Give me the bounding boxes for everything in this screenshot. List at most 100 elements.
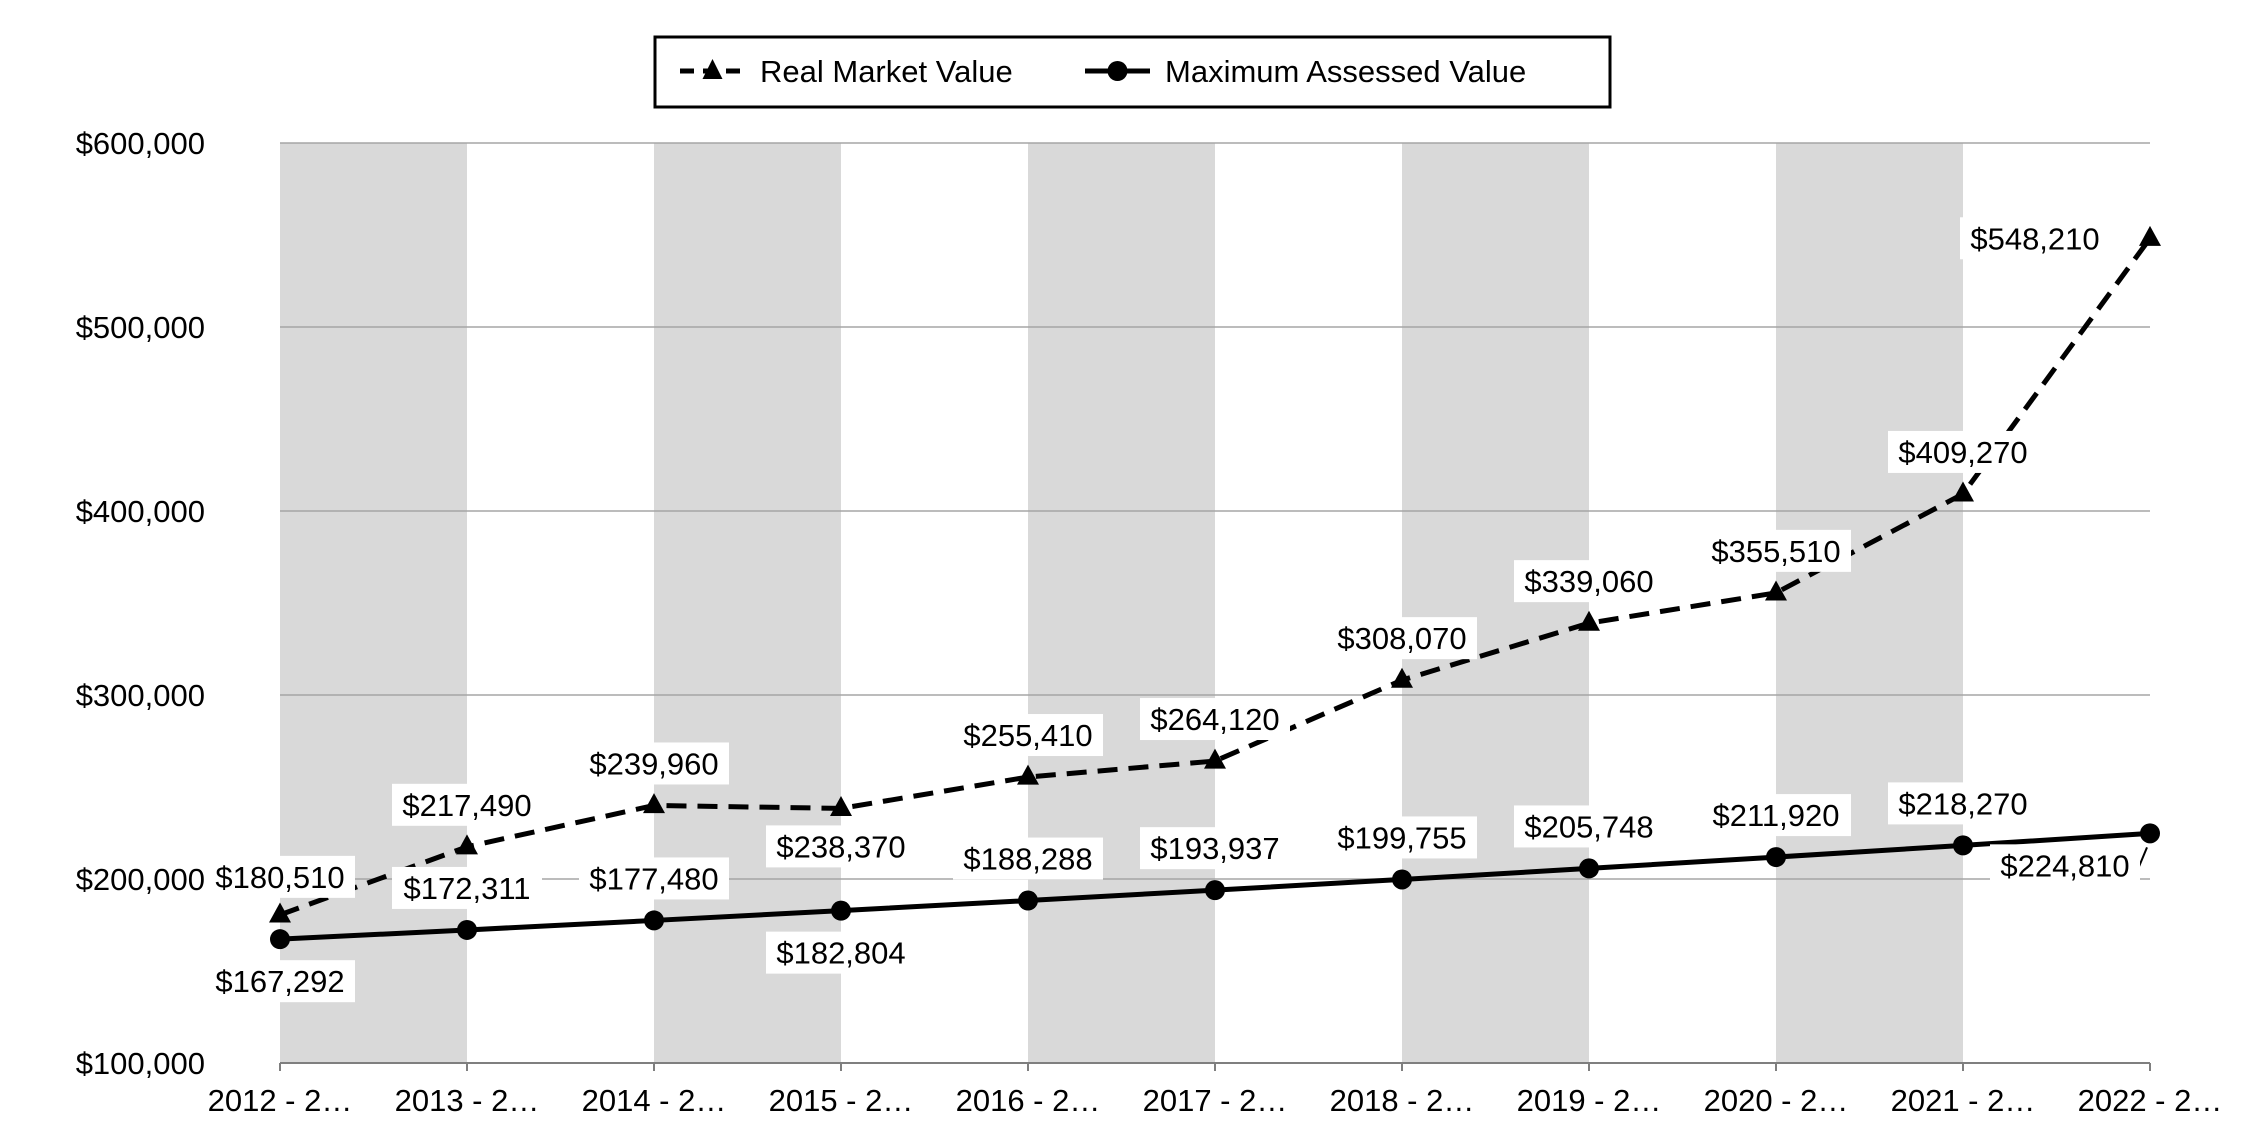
data-label-bg xyxy=(1327,816,1477,859)
data-label: $255,410 xyxy=(963,718,1092,753)
x-tick-label: 2016 - 2… xyxy=(956,1083,1101,1118)
x-tick-label: 2017 - 2… xyxy=(1143,1083,1288,1118)
data-label-bg xyxy=(579,857,729,900)
data-labels: $180,510 $217,490 $239,960 $238,370 $255,410… xyxy=(205,217,2148,1003)
marker-triangle xyxy=(269,902,291,923)
data-label-bg xyxy=(766,825,916,868)
marker-circle xyxy=(1953,835,1973,856)
data-label-bg xyxy=(205,960,355,1003)
legend-label: Real Market Value xyxy=(760,54,1013,89)
data-label-bg xyxy=(579,742,729,785)
data-label-bg xyxy=(1514,805,1664,848)
legend-triangle-icon xyxy=(702,59,723,79)
data-label: $264,120 xyxy=(1150,702,1279,737)
y-tick-label: $600,000 xyxy=(76,126,205,161)
marker-circle xyxy=(270,929,290,950)
marker-triangle xyxy=(1017,764,1039,785)
data-label: $193,937 xyxy=(1150,831,1279,866)
band-6 xyxy=(1402,143,1589,1063)
marker-circle xyxy=(1579,858,1599,879)
data-label-bg xyxy=(766,931,916,974)
y-tick-label: $500,000 xyxy=(76,310,205,345)
y-tick-label: $300,000 xyxy=(76,678,205,713)
data-label: $167,292 xyxy=(215,964,344,999)
data-label: $238,370 xyxy=(776,829,905,864)
x-tick-label: 2018 - 2… xyxy=(1330,1083,1475,1118)
data-label-bg xyxy=(1888,430,2038,473)
y-tick-label: $100,000 xyxy=(76,1046,205,1081)
marker-circle xyxy=(2140,823,2160,844)
data-label: $218,270 xyxy=(1898,786,2027,821)
band-0 xyxy=(280,143,467,1063)
data-label: $217,490 xyxy=(402,788,531,823)
data-label: $199,755 xyxy=(1337,820,1466,855)
data-label: $239,960 xyxy=(589,746,718,781)
data-label: $548,210 xyxy=(1970,221,2099,256)
legend-label: Maximum Assessed Value xyxy=(1165,54,1526,89)
data-label-bg xyxy=(1960,217,2110,260)
data-label-bg xyxy=(1888,782,2038,825)
data-label-bg xyxy=(953,837,1103,880)
x-axis-tick-labels: 2012 - 2… 2013 - 2… 2014 - 2… 2015 - 2… 2016… xyxy=(208,1083,2223,1118)
data-label: $205,748 xyxy=(1524,809,1653,844)
data-label: $224,810 xyxy=(2000,848,2129,883)
y-axis-tick-labels: $100,000 $200,000 $300,000 $400,000 $500,000… xyxy=(76,126,205,1081)
data-label: $180,510 xyxy=(215,860,344,895)
marker-triangle xyxy=(1952,481,1974,502)
background-bands xyxy=(280,143,1963,1063)
y-tick-label: $400,000 xyxy=(76,494,205,529)
data-label: $177,480 xyxy=(589,861,718,896)
data-label-bg xyxy=(1140,827,1290,870)
data-label-bg xyxy=(1701,794,1851,837)
marker-circle xyxy=(831,900,851,921)
marker-circle xyxy=(644,910,664,931)
data-label-bg xyxy=(1327,617,1477,660)
data-label-bg xyxy=(953,714,1103,757)
data-label: $339,060 xyxy=(1524,564,1653,599)
marker-triangle xyxy=(1765,580,1787,601)
band-8 xyxy=(1776,143,1963,1063)
marker-triangle xyxy=(830,795,852,816)
x-tick-label: 2014 - 2… xyxy=(582,1083,727,1118)
y-tick-label: $200,000 xyxy=(76,862,205,897)
data-label-bg xyxy=(1140,698,1290,741)
data-label: $355,510 xyxy=(1711,534,1840,569)
legend: Real Market Value Maximum Assessed Value xyxy=(653,35,1612,109)
marker-triangle xyxy=(1578,610,1600,631)
data-label-bg xyxy=(1990,844,2140,887)
marker-triangle xyxy=(1391,667,1413,688)
x-tick-label: 2019 - 2… xyxy=(1517,1083,1662,1118)
marker-triangle xyxy=(643,793,665,814)
data-label-bg xyxy=(392,866,542,909)
x-tick-label: 2022 - 2… xyxy=(2078,1083,2223,1118)
data-label: $211,920 xyxy=(1713,798,1840,833)
marker-circle xyxy=(457,919,477,940)
marker-triangle xyxy=(456,834,478,855)
marker-circle xyxy=(1018,890,1038,911)
marker-circle xyxy=(1392,869,1412,890)
marker-triangle xyxy=(2139,225,2161,246)
x-tick-label: 2012 - 2… xyxy=(208,1083,353,1118)
data-label-bg xyxy=(392,783,542,826)
x-tick-label: 2015 - 2… xyxy=(769,1083,914,1118)
x-tick-label: 2020 - 2… xyxy=(1704,1083,1849,1118)
band-4 xyxy=(1028,143,1215,1063)
data-label: $308,070 xyxy=(1337,621,1466,656)
x-axis xyxy=(279,1062,2151,1071)
data-label: $188,288 xyxy=(963,842,1092,877)
x-tick-label: 2013 - 2… xyxy=(395,1083,540,1118)
series-markers xyxy=(269,225,2161,950)
band-2 xyxy=(654,143,841,1063)
data-label: $182,804 xyxy=(776,936,905,971)
data-label-bg xyxy=(205,855,355,898)
data-label-bg xyxy=(1514,560,1664,603)
data-label: $409,270 xyxy=(1898,435,2027,470)
marker-circle xyxy=(1205,880,1225,901)
data-label-bg xyxy=(1701,529,1851,572)
marker-triangle xyxy=(1204,748,1226,769)
legend-circle-icon xyxy=(1107,61,1128,81)
marker-circle xyxy=(1766,847,1786,868)
data-label: $172,311 xyxy=(404,871,531,906)
x-tick-label: 2021 - 2… xyxy=(1891,1083,2036,1118)
